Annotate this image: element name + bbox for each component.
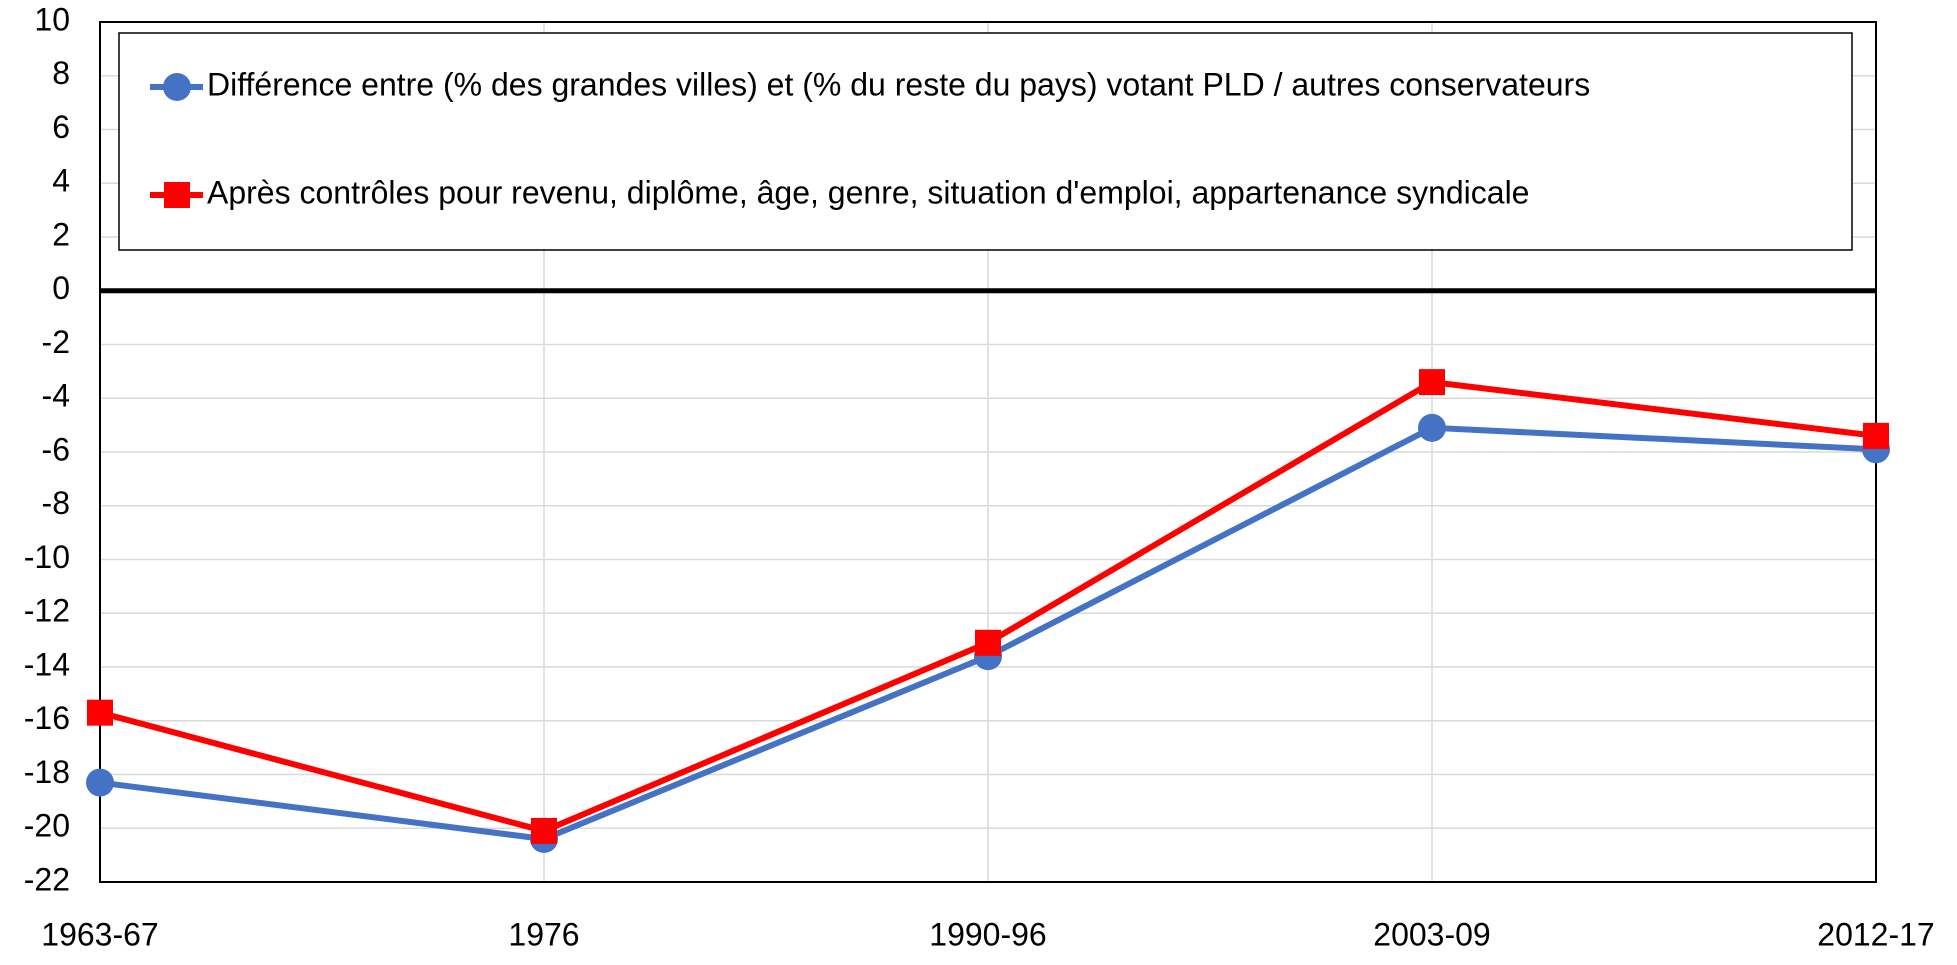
x-tick-label: 2003-09 bbox=[1373, 916, 1490, 952]
y-tick-label: 8 bbox=[52, 55, 70, 91]
x-tick-label: 1963-67 bbox=[41, 916, 158, 952]
y-tick-label: -22 bbox=[24, 861, 70, 897]
y-tick-label: -12 bbox=[24, 593, 70, 629]
marker bbox=[86, 768, 114, 797]
y-tick-label: -2 bbox=[42, 324, 70, 360]
x-tick-label: 1976 bbox=[508, 916, 579, 952]
y-tick-label: 6 bbox=[52, 109, 70, 145]
y-tick-label: -18 bbox=[24, 754, 70, 790]
marker bbox=[531, 817, 557, 844]
y-tick-label: -16 bbox=[24, 700, 70, 736]
marker bbox=[1418, 413, 1446, 442]
legend-box bbox=[118, 32, 1853, 251]
legend-label: Différence entre (% des grandes villes) … bbox=[207, 66, 1590, 102]
y-tick-label: 0 bbox=[52, 270, 70, 306]
y-tick-label: -6 bbox=[42, 431, 70, 467]
y-tick-label: -8 bbox=[42, 485, 70, 521]
x-tick-label: 2012-17 bbox=[1817, 916, 1934, 952]
marker bbox=[975, 629, 1001, 656]
x-tick-label: 1990-96 bbox=[929, 916, 1046, 952]
marker bbox=[87, 699, 113, 726]
y-tick-label: 4 bbox=[52, 163, 70, 199]
legend-label: Après contrôles pour revenu, diplôme, âg… bbox=[207, 174, 1529, 210]
y-tick-label: -14 bbox=[24, 646, 70, 682]
legend-marker bbox=[164, 182, 190, 208]
y-tick-label: -20 bbox=[24, 808, 70, 844]
y-tick-label: 10 bbox=[34, 1, 70, 37]
y-tick-label: -10 bbox=[24, 539, 70, 575]
y-tick-label: 2 bbox=[52, 216, 70, 252]
marker bbox=[1419, 369, 1445, 396]
legend-marker bbox=[163, 73, 191, 101]
marker bbox=[1863, 422, 1889, 449]
y-tick-label: -4 bbox=[42, 378, 70, 414]
